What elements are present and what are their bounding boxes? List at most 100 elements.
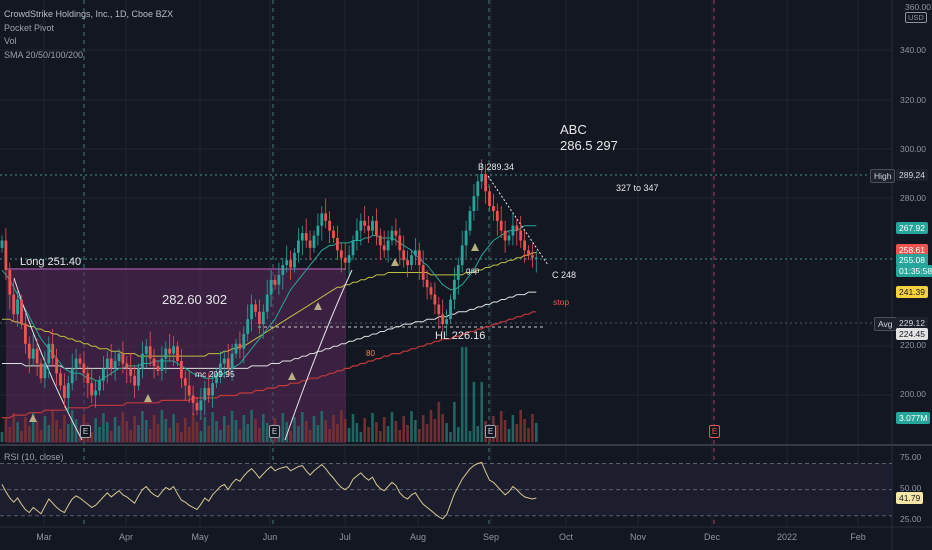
volume-bar [156,424,160,442]
volume-bar [503,420,507,442]
avg-label: Avg [874,317,897,331]
target-annotation: 282.60 302 [162,292,228,307]
volume-bar [414,420,417,442]
candle-body [160,358,164,371]
long-entry-line [6,268,346,270]
candle-body [277,274,281,285]
candle-body [129,368,133,376]
candle-body [98,380,101,391]
volume-bar [386,426,390,442]
earnings-marker[interactable]: E [485,425,496,438]
rsi-tick-75: 75.00 [900,452,922,462]
candle-body [242,333,246,349]
volume-bar [199,431,203,442]
candle-body [484,174,487,192]
candle-body [421,265,425,280]
candle-body [265,294,269,312]
volume-badge: 3.077M [896,412,931,424]
candle-body [226,358,230,369]
time-label-feb: Feb [850,532,866,542]
candle-body [109,358,113,369]
volume-bar [262,414,265,442]
volume-bar [207,426,210,442]
candle-body [417,250,421,266]
candle-body [441,314,445,325]
volume-bar [312,416,316,442]
volume-bar [168,428,171,442]
volume-bar [129,430,132,442]
volume-bar [402,416,405,442]
price-tick-200: 200.00 [900,389,926,399]
pocket-pivot-marker [314,302,322,310]
downtrend-curve [13,277,83,441]
candle-body [531,255,534,258]
candle-body [495,210,499,221]
volume-bar [43,416,47,442]
candle-body [105,358,109,369]
candle-body [191,395,195,403]
volume-bar [472,382,476,442]
last-price-badge: 255.08 [896,254,928,266]
volume-bar [187,427,191,442]
volume-bar [441,414,444,442]
earnings-marker[interactable]: E [269,425,280,438]
volume-bar [238,429,242,442]
volume-bar [35,421,39,442]
candle-body [359,220,363,231]
volume-bar [242,415,246,442]
candle-body [144,346,148,354]
candle-body [199,400,203,411]
candle-body [183,378,187,386]
time-label-2022: 2022 [776,532,798,542]
volume-bar [437,402,441,442]
candle-body [476,181,480,197]
volume-bar [141,411,144,442]
candle-body [425,279,429,288]
candle-body [203,388,207,401]
volume-bar [28,426,31,442]
candle-body [254,304,257,312]
candle-body [137,368,140,386]
volume-bar [164,419,168,442]
chart-title: CrowdStrike Holdings, Inc., 1D, Cboe BZX [4,9,174,19]
candle-body [152,358,156,366]
candle-body [285,260,289,266]
candle-body [141,353,144,369]
volume-bar [379,431,382,442]
volume-bar [433,419,437,442]
candle-body [187,385,191,396]
candle-body [43,363,47,379]
volume-bar [449,432,452,442]
candle-body [20,299,23,325]
candle-body [480,174,484,182]
candle-body [164,348,168,359]
volume-bar [480,382,483,442]
candle-body [429,287,433,295]
candle-body [339,250,343,258]
volume-bar [425,424,429,442]
candle-body [74,358,78,369]
candle-body [273,279,277,285]
volume-bar [148,429,152,442]
volume-bar [464,347,468,442]
volume-bar [117,426,121,442]
candle-body [63,385,66,398]
candle-body [464,230,468,246]
candle-body [398,235,402,251]
price-tick-320: 320.00 [900,95,926,105]
candle-body [125,363,129,369]
volume-bar [340,410,343,442]
volume-bar [55,420,58,442]
earnings-marker[interactable]: E [80,425,91,438]
b-point-annotation: B 289.34 [478,162,515,172]
upcoming-earnings-marker[interactable]: E [709,425,720,438]
stop-annotation: stop [553,297,570,307]
volume-bar [347,428,351,442]
volume-bar [367,427,370,442]
candle-body [70,368,74,384]
sma100-badge: 224.45 [896,328,928,340]
volume-bar [519,410,522,442]
volume-bar [363,418,366,442]
candle-body [12,294,16,315]
